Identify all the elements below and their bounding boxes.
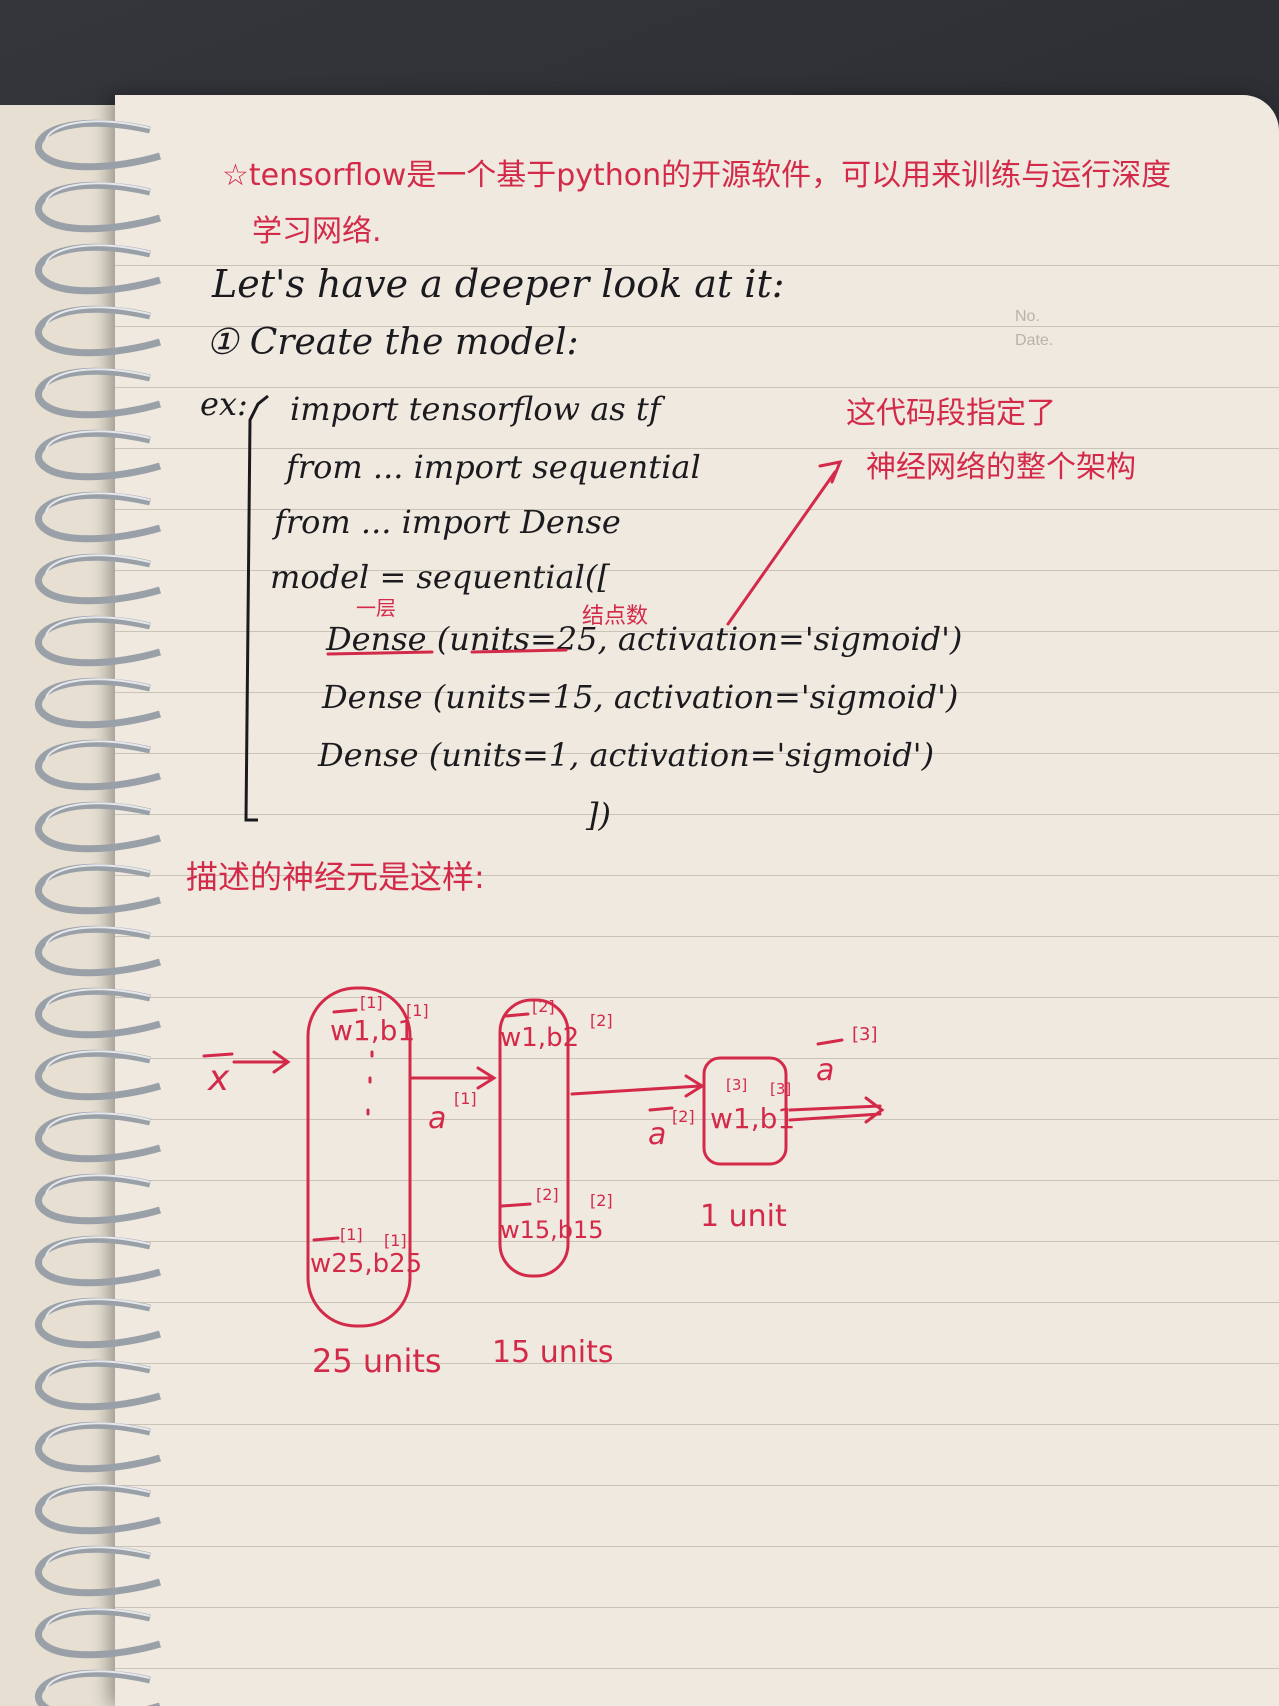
ruled-line <box>115 1058 1279 1059</box>
code-line-dense-1: Dense (units=1, activation='sigmoid') <box>318 736 935 774</box>
binding-ring-highlight <box>45 864 151 885</box>
binding-ring-highlight <box>45 1174 151 1195</box>
notebook-page: No. Date. <box>115 95 1279 1706</box>
binding-ring-highlight <box>45 1236 151 1257</box>
code-line-import-dense: from ... import Dense <box>274 503 621 541</box>
binding-ring-highlight <box>45 430 151 451</box>
binding-ring-highlight <box>45 1360 151 1381</box>
binding-ring-highlight <box>45 1670 151 1691</box>
intro-line-2: 学习网络. <box>252 214 382 249</box>
binding-ring-highlight <box>45 182 151 203</box>
ruled-line <box>115 875 1279 876</box>
ruled-line <box>115 509 1279 510</box>
binding-ring-highlight <box>45 1050 151 1071</box>
binding-ring <box>35 1421 162 1473</box>
binding-ring <box>35 1483 162 1535</box>
binding-ring-highlight <box>45 616 151 637</box>
code-line-close: ]) <box>586 796 611 834</box>
ruled-line <box>115 814 1279 815</box>
annotation-layer: 一层 <box>356 596 396 620</box>
binding-ring-highlight <box>45 988 151 1009</box>
side-note-line-1: 这代码段指定了 <box>846 396 1056 431</box>
binding-ring-highlight <box>45 554 151 575</box>
binding-ring <box>35 801 162 853</box>
ruled-line <box>115 1363 1279 1364</box>
code-line-model: model = sequential([ <box>270 558 610 596</box>
code-line-import-tf: import tensorflow as tf <box>290 390 661 428</box>
binding-ring <box>35 305 162 357</box>
heading-deeper-look: Let's have a deeper look at it: <box>212 262 785 306</box>
annotation-describe: 描述的神经元是这样: <box>186 858 485 896</box>
intro-line-1: ☆tensorflow是一个基于python的开源软件，可以用来训练与运行深度 <box>222 158 1172 193</box>
binding-ring <box>35 429 162 481</box>
binding-ring <box>35 615 162 667</box>
binding-ring-highlight <box>45 492 151 513</box>
binding-ring <box>35 987 162 1039</box>
binding-ring <box>35 1049 162 1101</box>
binding-ring <box>35 1669 160 1706</box>
binding-ring <box>35 243 162 295</box>
binding-ring <box>35 1297 162 1349</box>
binding-ring-highlight <box>45 1608 151 1629</box>
code-prefix: ex: <box>200 385 248 423</box>
ruled-line <box>115 1241 1279 1242</box>
binding-ring-highlight <box>45 926 151 947</box>
ruled-line <box>115 997 1279 998</box>
ruled-line <box>115 936 1279 937</box>
heading-create-model: ① Create the model: <box>206 322 579 363</box>
binding-ring <box>35 1173 162 1225</box>
binding-ring <box>35 491 162 543</box>
annotation-node-count: 结点数 <box>582 604 649 629</box>
spiral-binding <box>35 119 162 1706</box>
ruled-line <box>115 1302 1279 1303</box>
code-line-dense-15: Dense (units=15, activation='sigmoid') <box>322 678 959 716</box>
binding-ring-highlight <box>45 306 151 327</box>
binding-ring-highlight <box>45 740 151 761</box>
ruled-line <box>115 753 1279 754</box>
ruled-line <box>115 1180 1279 1181</box>
binding-ring <box>35 1607 162 1659</box>
binding-ring <box>35 1111 162 1163</box>
binding-ring-highlight <box>45 678 151 699</box>
binding-ring <box>35 863 162 915</box>
binding-ring <box>35 1545 162 1597</box>
ruled-line <box>115 1119 1279 1120</box>
binding-ring-highlight <box>45 802 151 823</box>
ruled-line <box>115 631 1279 632</box>
code-line-import-sequential: from ... import sequential <box>286 448 701 486</box>
ruled-line <box>115 387 1279 388</box>
binding-ring-highlight <box>45 368 151 389</box>
ruled-line <box>115 570 1279 571</box>
binding-ring-highlight <box>45 120 151 141</box>
binding-ring <box>35 1235 162 1287</box>
binding-ring-highlight <box>45 1422 151 1443</box>
date-label: Date. <box>1015 332 1054 349</box>
ruled-line <box>115 1668 1279 1669</box>
binding-ring <box>35 677 162 729</box>
no-date-header: No. Date. <box>1015 305 1053 353</box>
ruled-line <box>115 448 1279 449</box>
binding-ring <box>35 181 162 233</box>
binding-ring <box>35 119 162 171</box>
binding-ring <box>35 1359 162 1411</box>
binding-ring <box>35 367 162 419</box>
ruled-line <box>115 326 1279 327</box>
binding-ring <box>35 925 162 977</box>
ruled-line <box>115 1607 1279 1608</box>
binding-ring-highlight <box>45 1298 151 1319</box>
ruled-line <box>115 265 1279 266</box>
binding-ring-highlight <box>45 244 151 265</box>
binding-ring <box>35 553 162 605</box>
ruled-line <box>115 692 1279 693</box>
binding-ring-highlight <box>45 1546 151 1567</box>
no-label: No. <box>1015 308 1040 325</box>
ruled-line <box>115 1424 1279 1425</box>
binding-ring-highlight <box>45 1112 151 1133</box>
binding-ring <box>35 739 162 791</box>
ruled-line <box>115 1546 1279 1547</box>
ruled-line <box>115 1485 1279 1486</box>
side-note-line-2: 神经网络的整个架构 <box>866 450 1136 485</box>
binding-ring-highlight <box>45 1484 151 1505</box>
